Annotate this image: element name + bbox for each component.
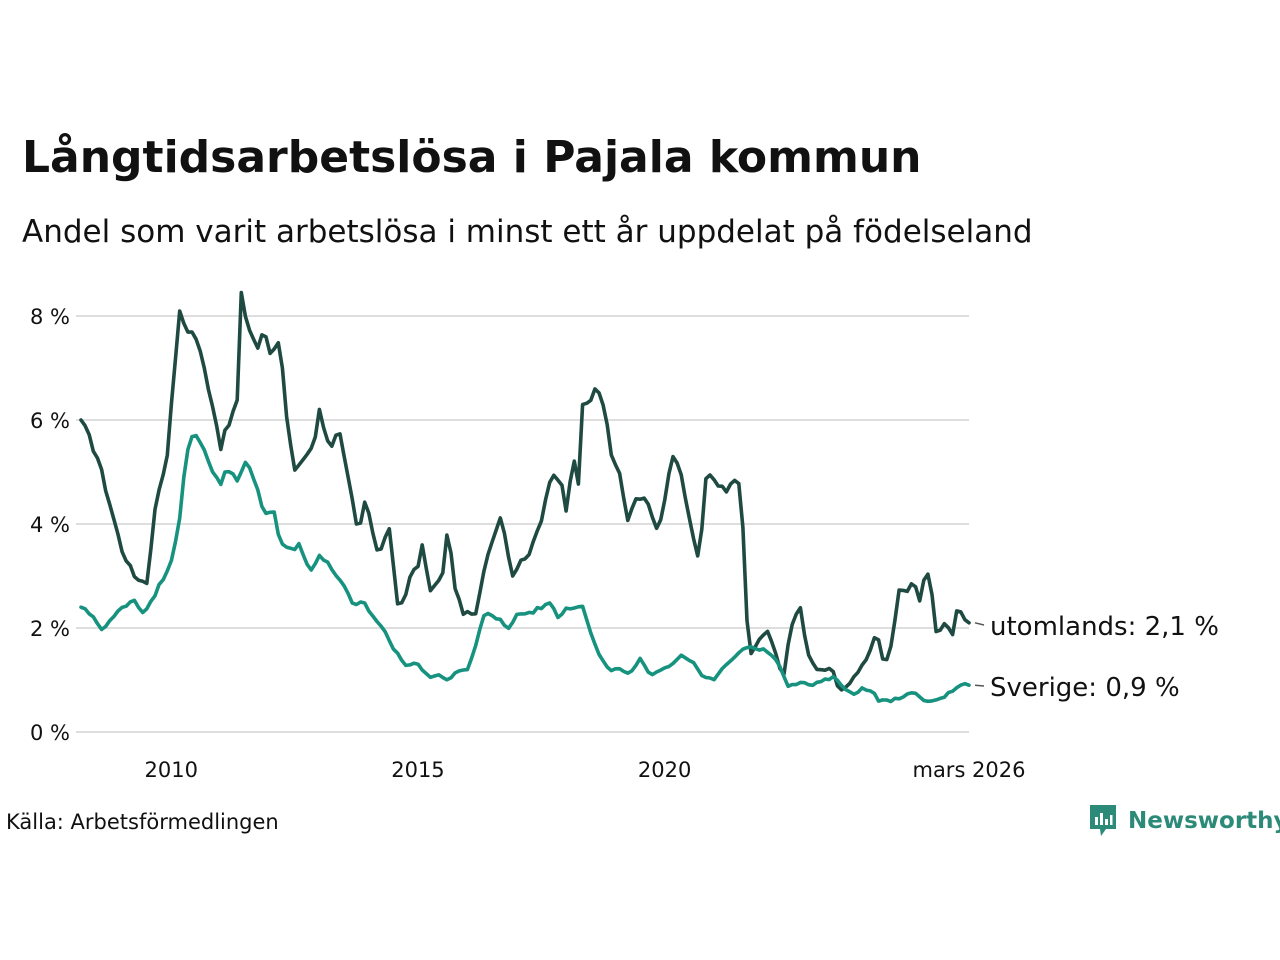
y-tick-label: 2 % bbox=[30, 617, 70, 641]
brand-name: Newsworthy bbox=[1128, 808, 1280, 834]
y-axis-ticks: 0 % 2 % 4 % 6 % 8 % bbox=[30, 305, 70, 745]
end-label-sverige: Sverige: 0,9 % bbox=[990, 673, 1180, 703]
series-line-sverige bbox=[79, 433, 971, 704]
y-tick-label: 0 % bbox=[30, 721, 70, 745]
source-note: Källa: Arbetsförmedlingen bbox=[6, 810, 279, 834]
y-tick-label: 8 % bbox=[30, 305, 70, 329]
gridlines bbox=[76, 315, 969, 733]
brand-logo: Newsworthy bbox=[1088, 803, 1280, 839]
newsworthy-icon bbox=[1090, 805, 1116, 836]
end-labels: utomlands: 2,1 % Sverige: 0,9 % bbox=[974, 612, 1219, 703]
y-tick-label: 6 % bbox=[30, 409, 70, 433]
chart-title: Långtidsarbetslösa i Pajala kommun bbox=[22, 132, 922, 183]
x-tick-label: mars 2026 bbox=[912, 758, 1025, 782]
x-tick-label: 2015 bbox=[391, 758, 444, 782]
x-axis-ticks: 2010 2015 2020 mars 2026 bbox=[145, 758, 1026, 782]
x-tick-label: 2020 bbox=[638, 758, 691, 782]
end-label-utomlands: utomlands: 2,1 % bbox=[990, 612, 1219, 642]
chart-subtitle: Andel som varit arbetslösa i minst ett å… bbox=[22, 214, 1033, 250]
series-line-utomlands bbox=[79, 290, 971, 692]
label-leader-sverige bbox=[974, 684, 985, 687]
label-leader-utomlands bbox=[974, 622, 985, 626]
x-tick-label: 2010 bbox=[145, 758, 198, 782]
y-tick-label: 4 % bbox=[30, 513, 70, 537]
series-lines bbox=[79, 290, 971, 704]
